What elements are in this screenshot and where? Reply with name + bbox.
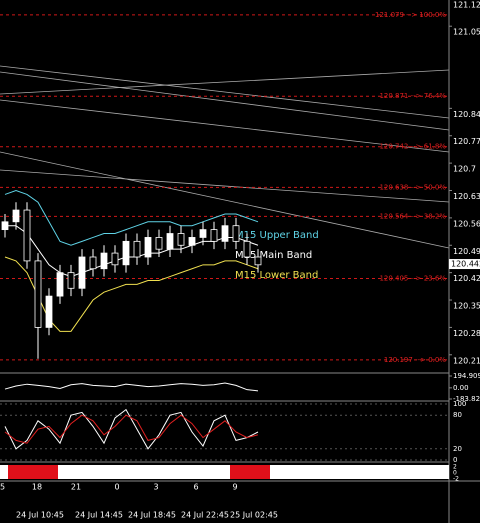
y-tick-label: 100 [453, 400, 466, 408]
band-label: M15 Lower Band [235, 270, 318, 281]
band-line [4, 189, 259, 246]
candle-body [56, 272, 64, 297]
band-label: M15 Upper Band [235, 230, 319, 241]
x-tick-label: 6 [193, 483, 198, 492]
y-tick-label: 120.63 [453, 192, 480, 201]
signal-tick: 0 [453, 470, 457, 477]
date-label: 24 Jul 18:45 [128, 511, 176, 520]
y-tick-label: 120.84 [453, 110, 480, 119]
fib-label: 120.742 --> 61.8% [379, 143, 446, 151]
candle-body [221, 225, 229, 242]
candle-body [89, 256, 97, 270]
candle-body [188, 237, 196, 246]
y-tick-label: 120.49 [453, 247, 480, 256]
date-label: 24 Jul 10:45 [16, 511, 64, 520]
candle-body [34, 260, 42, 328]
x-tick-label: 0 [114, 483, 119, 492]
y-tick-label: 120.56 [453, 219, 480, 228]
date-label: 25 Jul 02:45 [230, 511, 278, 520]
stoch-line [4, 414, 259, 444]
fib-label: 120.871 --> 76.4% [379, 92, 446, 100]
date-label: 24 Jul 22:45 [181, 511, 229, 520]
y-tick-label: 194.9097 [453, 372, 480, 380]
candle-body [155, 237, 163, 250]
y-tick-label: 120.77 [453, 137, 480, 146]
band-line [4, 256, 259, 332]
candle-body [23, 209, 31, 262]
candle-body [122, 240, 130, 266]
candle-body [12, 209, 20, 223]
y-tick-label: 121.05 [453, 28, 480, 37]
y-tick-label: 120.7 [453, 165, 476, 174]
candle-body [1, 221, 9, 231]
y-tick-label: 80 [453, 411, 462, 419]
band-line [5, 225, 259, 278]
y-tick-label: 120.42 [453, 274, 480, 283]
stoch-line [4, 408, 259, 450]
candle-body [67, 272, 75, 289]
candle-body [232, 225, 240, 242]
date-label: 24 Jul 14:45 [75, 511, 123, 520]
candle-body [254, 256, 262, 266]
y-tick-label: 120.28 [453, 329, 480, 338]
candle-body [133, 240, 141, 258]
y-tick-label: 0.00 [453, 384, 469, 392]
candle-body [45, 295, 53, 328]
fib-label: 120.564 --> 38.2% [379, 212, 446, 220]
y-tick-label: 20 [453, 445, 462, 453]
x-tick-label: 9 [232, 483, 237, 492]
signal-tick: -2 [453, 476, 459, 483]
x-tick-label: 3 [153, 483, 158, 492]
candle-body [100, 252, 108, 270]
fib-label: 120.638 --> 50.0% [379, 183, 446, 191]
candle-body [144, 237, 152, 258]
candle-body [210, 229, 218, 242]
y-tick-label: 121.12 [453, 0, 480, 9]
x-tick-label: 18 [32, 483, 42, 492]
candle-body [78, 256, 86, 289]
signal-tick: 2 [453, 464, 457, 471]
y-tick-label: 0 [453, 456, 457, 464]
band-label: M15 Main Band [235, 250, 312, 261]
candle-body [199, 229, 207, 238]
price-box [449, 259, 480, 270]
fib-label: 120.405 --> 23.6% [379, 275, 446, 283]
candle-body [177, 233, 185, 246]
trend-lines [0, 65, 450, 249]
y-tick-label: -183.822 [453, 395, 480, 403]
candle-body [111, 252, 119, 266]
candle-body [166, 233, 174, 250]
fib-label: 120.197 --> 0.0% [384, 356, 446, 364]
candle-body [243, 240, 251, 258]
x-tick-label: 5 [0, 483, 5, 492]
fib-label: 121.079 --> 100.0% [375, 11, 446, 19]
price-label: 120.442 [451, 260, 480, 269]
cci-line [4, 382, 259, 392]
signal-panel [0, 465, 449, 479]
y-tick-label: 120.35 [453, 302, 480, 311]
x-tick-label: 21 [71, 483, 81, 492]
y-tick-label: 120.21 [453, 356, 480, 365]
